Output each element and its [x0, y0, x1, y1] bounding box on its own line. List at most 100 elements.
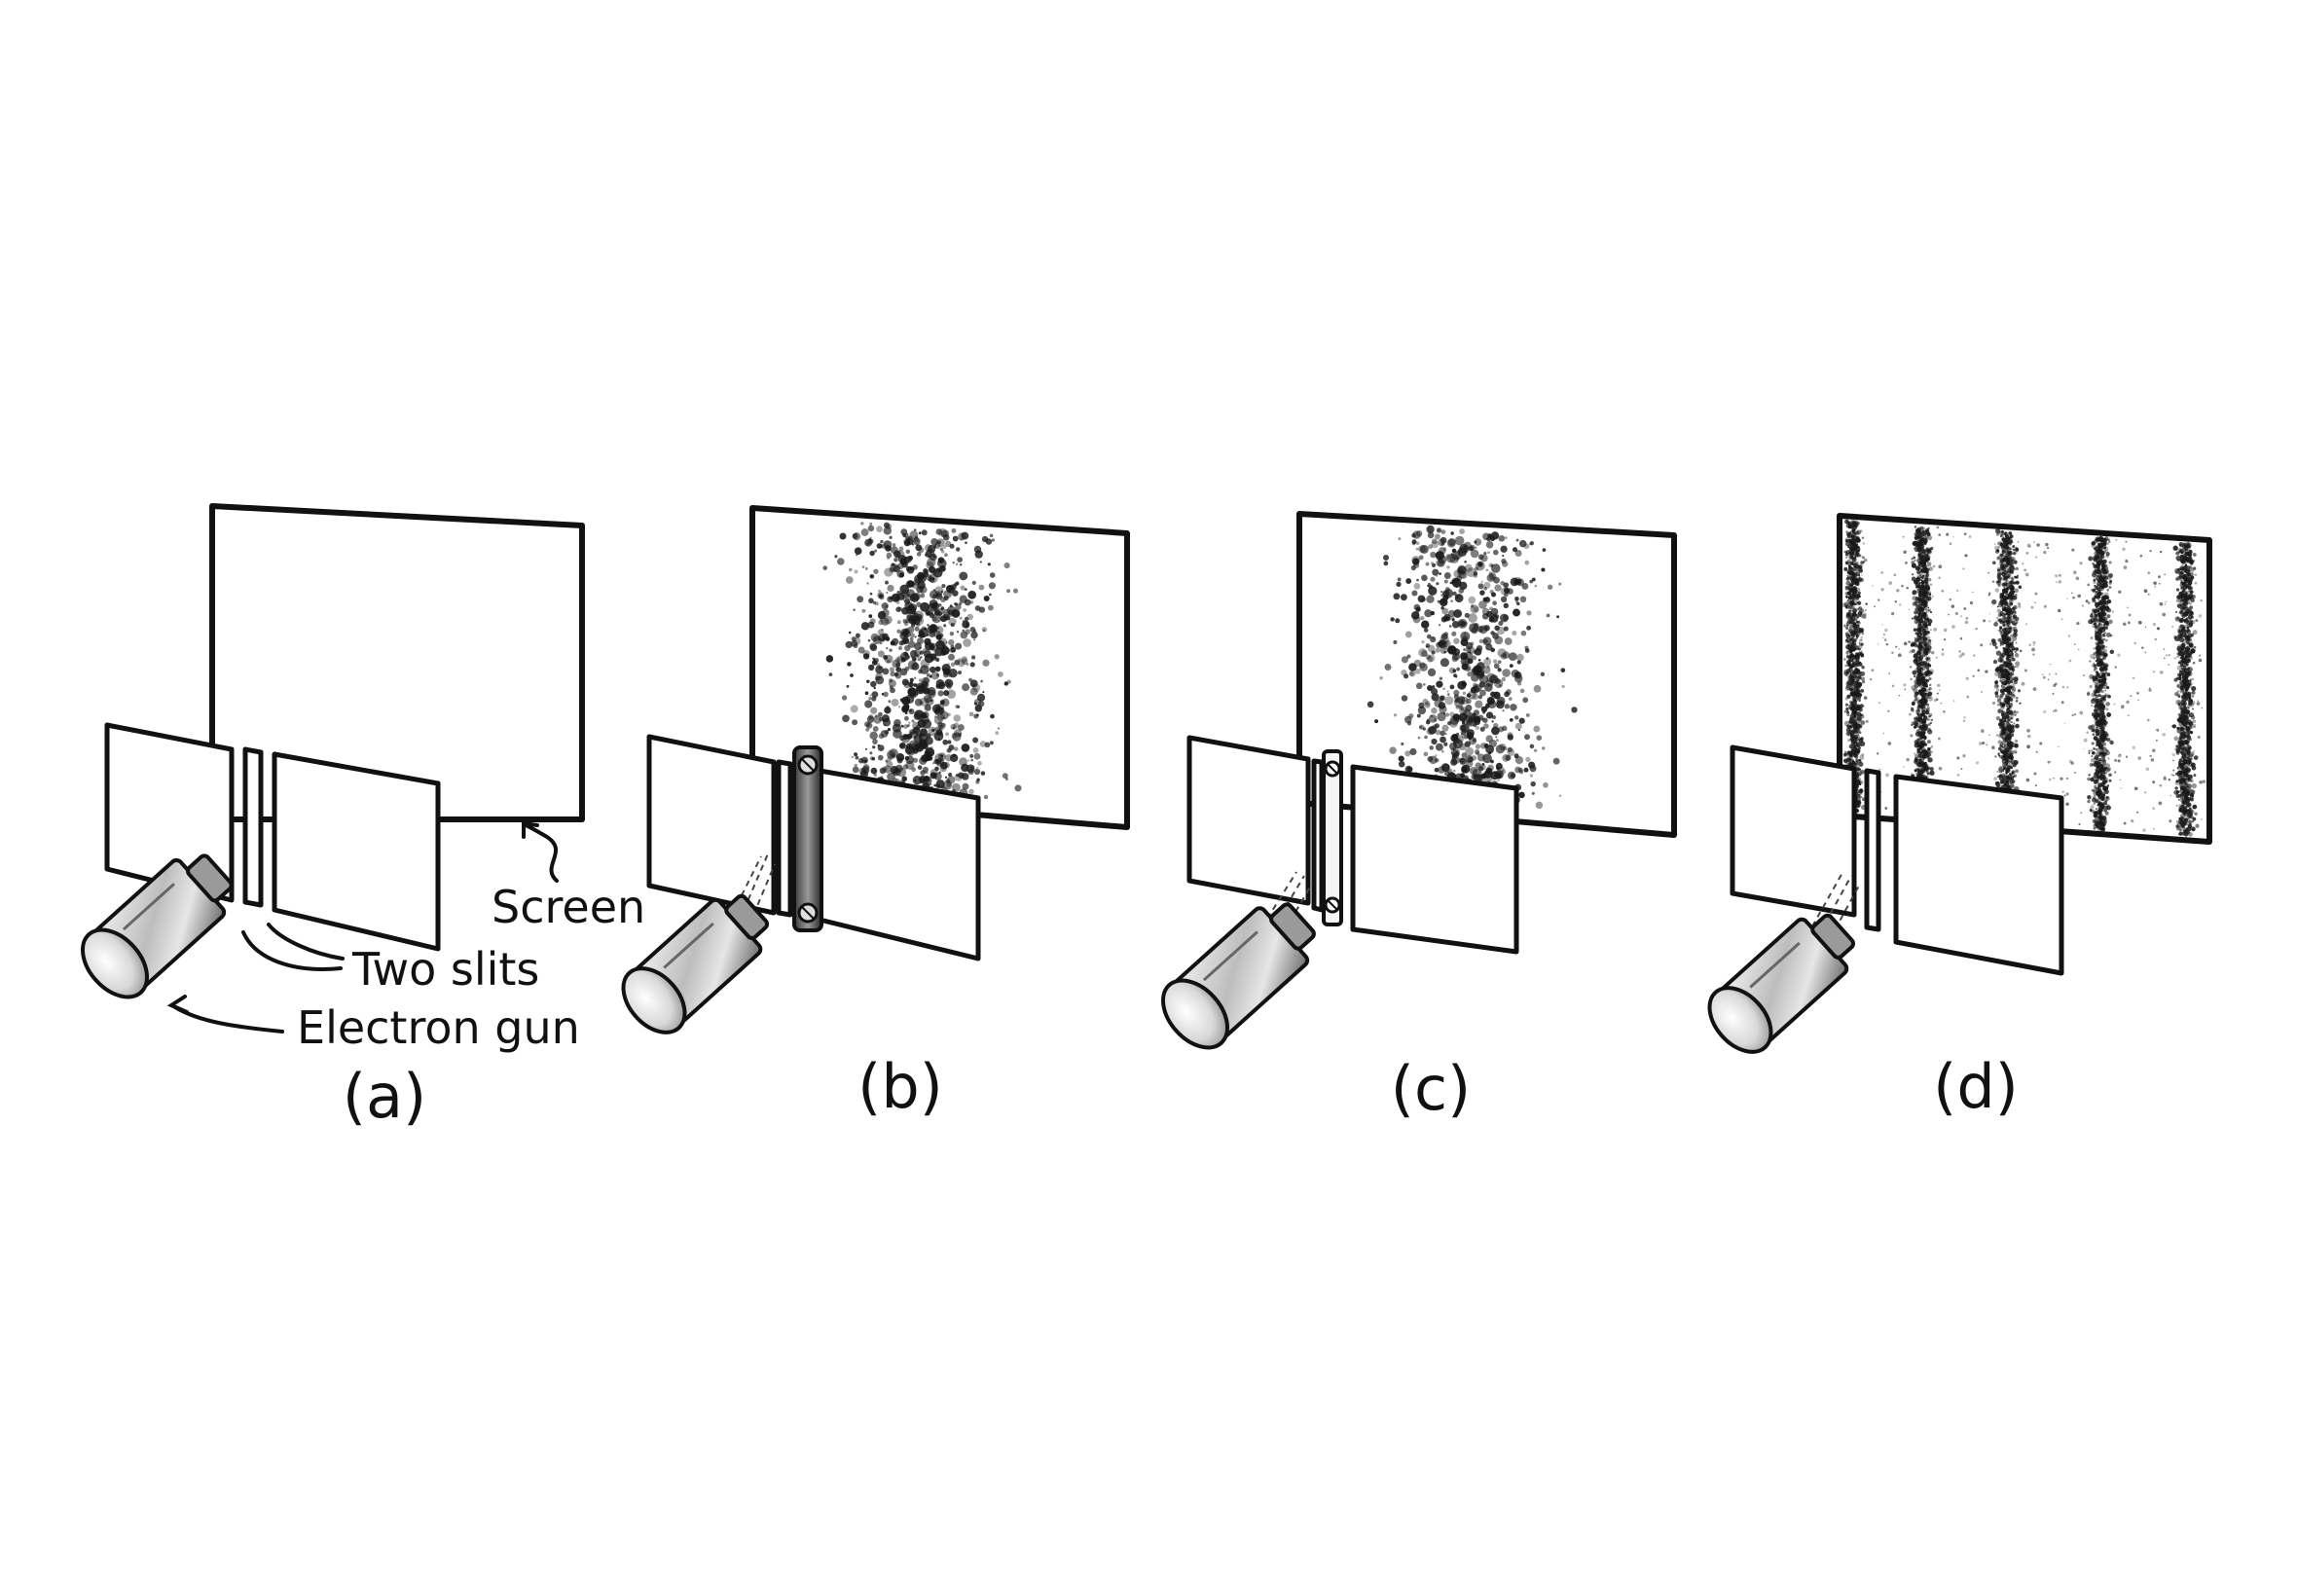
- hit-dot: [878, 716, 884, 722]
- hit-dot: [981, 627, 988, 633]
- hit-dot: [1914, 621, 1918, 625]
- hit-dot: [939, 547, 944, 552]
- hit-dot: [1482, 753, 1492, 764]
- hit-dot: [1503, 626, 1509, 632]
- hit-dot: [2178, 774, 2181, 777]
- hit-dot: [869, 694, 872, 697]
- hit-dot: [1418, 725, 1423, 730]
- hit-dot: [1468, 737, 1477, 745]
- hit-dot: [877, 650, 885, 658]
- hit-dot: [989, 533, 994, 538]
- hit-dot: [1465, 754, 1474, 763]
- hit-dot: [1994, 671, 1999, 677]
- hit-dot: [1426, 656, 1434, 663]
- hit-dot: [1483, 723, 1489, 729]
- hit-dot: [1439, 640, 1448, 649]
- hit-dot: [1453, 750, 1460, 757]
- hit-dot: [1477, 626, 1484, 633]
- hit-dot: [2000, 631, 2003, 634]
- hit-dot: [885, 636, 891, 641]
- hit-dot: [905, 532, 909, 536]
- hit-dot: [936, 608, 944, 616]
- hit-dot: [1517, 729, 1520, 732]
- hit-dot: [1526, 625, 1532, 631]
- hit-dot: [1483, 586, 1487, 591]
- hit-dot: [911, 597, 915, 600]
- hit-dot: [1418, 555, 1424, 561]
- hit-dot: [1486, 672, 1496, 682]
- hit-dot: [1479, 726, 1485, 732]
- hit-dot: [1424, 735, 1428, 740]
- hit-dot: [930, 537, 938, 546]
- hit-dot: [2106, 694, 2111, 699]
- hit-dot: [922, 766, 929, 773]
- hit-dot: [940, 529, 949, 538]
- hit-dot: [1413, 583, 1421, 590]
- hit-dot: [965, 623, 969, 629]
- hit-dot: [1533, 725, 1541, 733]
- hit-dot: [968, 788, 974, 795]
- hit-dot: [846, 684, 850, 688]
- hit-dot: [1470, 686, 1477, 694]
- hit-dot: [854, 763, 857, 768]
- hit-dot: [1474, 716, 1480, 722]
- hit-dot: [905, 611, 911, 617]
- hit-dot: [1451, 755, 1461, 765]
- hit-dot: [2017, 689, 2022, 693]
- hit-dot: [901, 606, 909, 615]
- hit-dot: [1485, 703, 1488, 706]
- hit-dot: [2108, 773, 2112, 778]
- hit-dot: [895, 606, 901, 612]
- hit-dot: [1454, 699, 1459, 703]
- hit-dot: [842, 714, 850, 723]
- hit-dot: [1494, 635, 1504, 645]
- hit-dot: [1452, 748, 1456, 752]
- hit-dot: [1991, 745, 1995, 750]
- hit-dot: [868, 664, 875, 671]
- hit-dot: [882, 718, 892, 727]
- hit-dot: [861, 608, 866, 613]
- hit-dot: [1451, 655, 1458, 663]
- hit-dot: [950, 623, 955, 628]
- hit-dot: [901, 705, 909, 713]
- hit-dot: [950, 646, 957, 653]
- hit-dot: [1460, 723, 1470, 733]
- hit-dot: [1441, 724, 1449, 732]
- hit-dot: [1421, 650, 1428, 657]
- electron-gun-label: Electron gun: [297, 1001, 580, 1054]
- hit-dot: [1927, 606, 1930, 609]
- hit-dot: [887, 727, 892, 732]
- hit-dot: [899, 698, 904, 703]
- hit-dot: [903, 724, 908, 729]
- hit-dot: [915, 685, 925, 695]
- hit-dot: [918, 531, 922, 535]
- hit-dot: [1495, 762, 1503, 770]
- hit-dot: [920, 728, 928, 736]
- hit-dot: [1485, 568, 1489, 572]
- hit-dot: [868, 614, 873, 618]
- hit-dot: [967, 590, 977, 599]
- hit-dot: [1472, 655, 1477, 661]
- hit-dot: [908, 740, 919, 750]
- hit-dot: [1465, 746, 1475, 756]
- hit-dot: [867, 525, 875, 532]
- hit-dot: [955, 562, 959, 566]
- hit-dot: [920, 740, 929, 748]
- hit-dot: [1459, 528, 1465, 535]
- hit-dot: [897, 606, 903, 611]
- hit-dot: [951, 608, 961, 618]
- hit-dot: [1845, 556, 1848, 559]
- hit-dot: [981, 535, 989, 543]
- hit-dot: [1463, 664, 1472, 672]
- hit-dot: [1546, 613, 1550, 618]
- hit-dot: [934, 727, 939, 732]
- hit-dot: [1486, 665, 1490, 669]
- hit-dot: [1421, 620, 1430, 629]
- hit-dot: [980, 771, 986, 776]
- hit-dot: [1552, 757, 1560, 765]
- hit-dot: [1431, 693, 1440, 702]
- hit-dot: [2192, 707, 2194, 710]
- hit-dot: [946, 681, 951, 686]
- hit-dot: [2193, 755, 2199, 760]
- hit-dot: [1513, 608, 1520, 617]
